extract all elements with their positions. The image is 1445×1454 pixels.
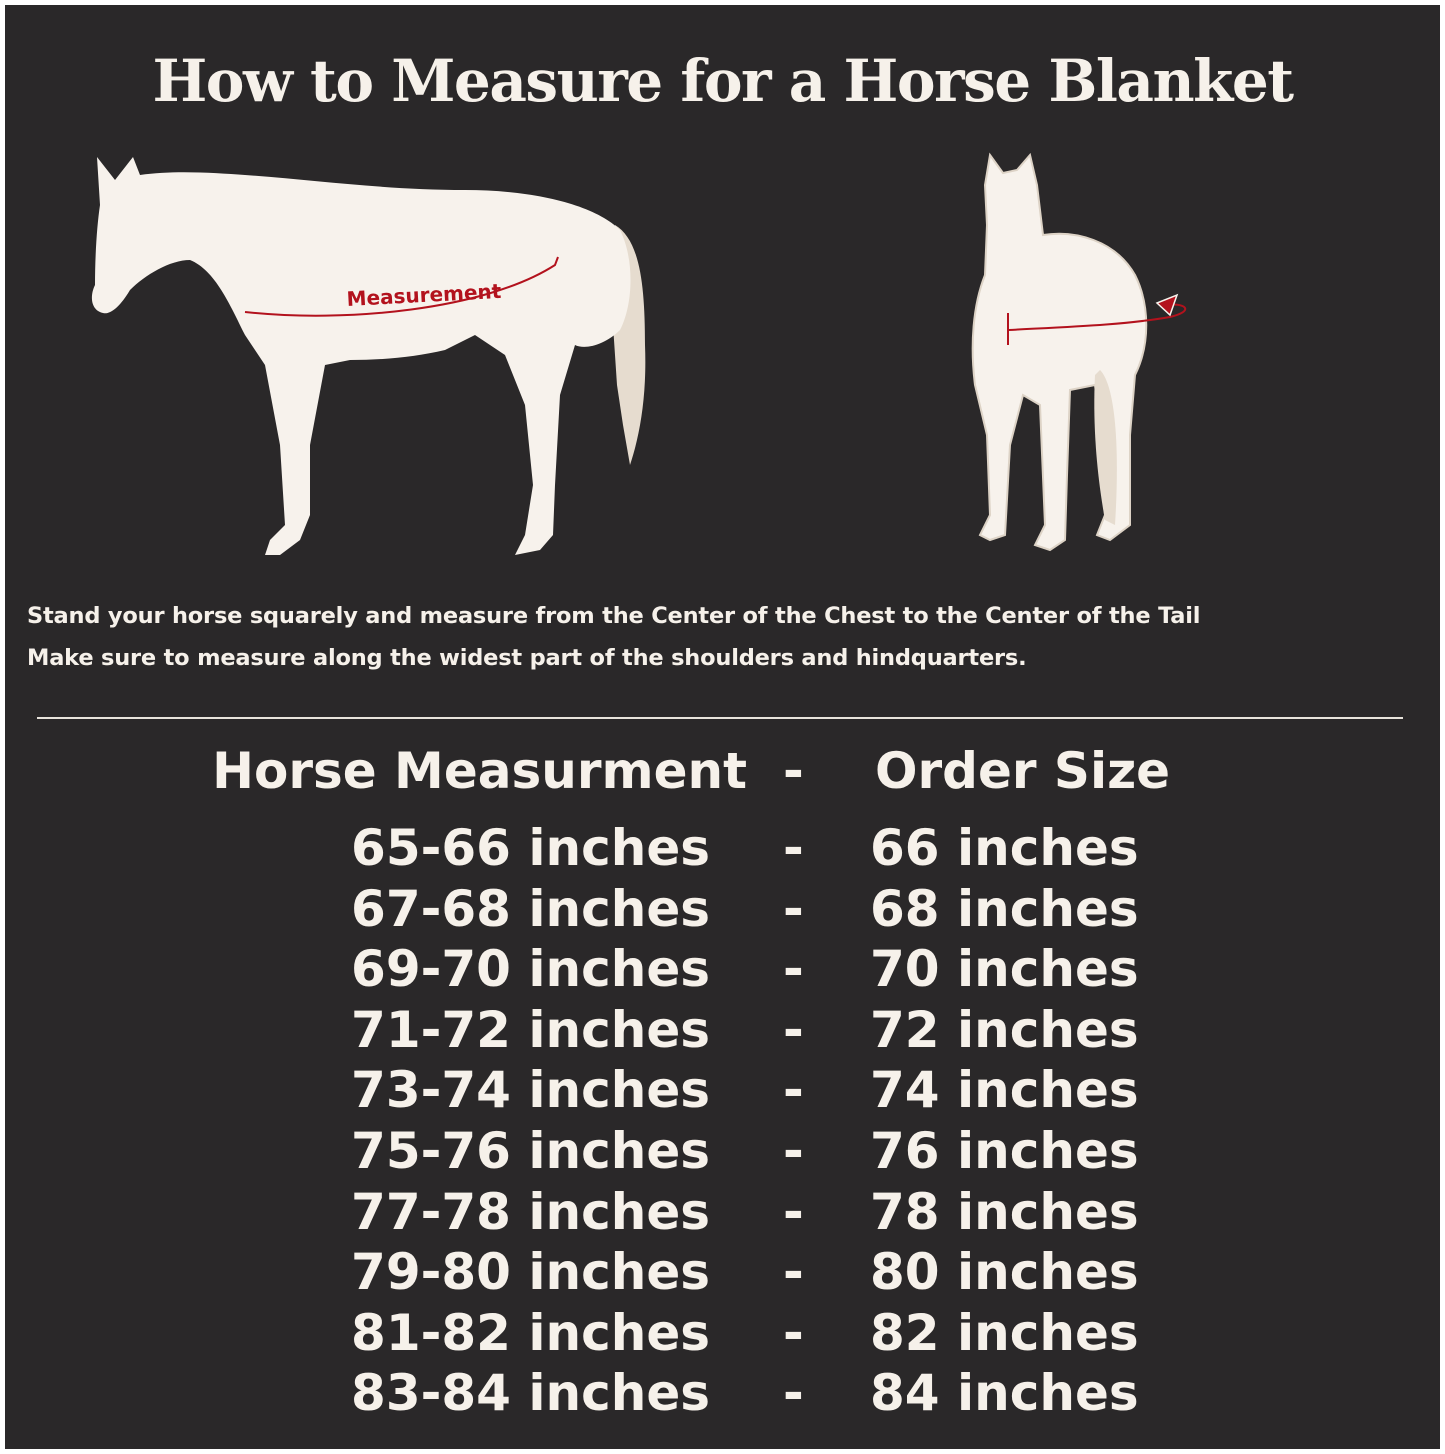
row-separator: -: [783, 1000, 804, 1059]
instruction-line-2: Make sure to measure along the widest pa…: [27, 645, 1027, 671]
row-separator: -: [783, 1243, 804, 1302]
horse-body: [91, 157, 631, 555]
order-size: 66 inches: [870, 819, 1139, 877]
row-separator: -: [783, 819, 804, 877]
row-separator: -: [783, 1303, 804, 1362]
size-table-header: Horse Measurment - Order Size: [5, 741, 1440, 801]
row-separator: -: [783, 1182, 804, 1241]
table-row: 77-78 inches - 78 inches: [5, 1182, 1440, 1242]
horse-measurement: 77-78 inches: [351, 1182, 710, 1241]
row-separator: -: [783, 940, 804, 999]
header-order-size: Order Size: [875, 742, 1171, 800]
order-size: 82 inches: [870, 1303, 1139, 1362]
table-row: 75-76 inches - 76 inches: [5, 1121, 1440, 1181]
horse-measurement: 73-74 inches: [351, 1061, 710, 1120]
side-view-horse-illustration: Measurement: [91, 157, 646, 555]
horse-measurement: 69-70 inches: [351, 940, 710, 999]
table-row: 73-74 inches - 74 inches: [5, 1060, 1440, 1120]
order-size: 84 inches: [870, 1364, 1139, 1423]
horse-body: [971, 152, 1148, 552]
table-row: 81-82 inches - 82 inches: [5, 1303, 1440, 1363]
horse-measurement: 81-82 inches: [351, 1303, 710, 1362]
header-horse-measurement: Horse Measurment: [212, 742, 747, 800]
arrow-head-icon: [1155, 293, 1179, 317]
header-separator: -: [783, 742, 804, 800]
order-size: 74 inches: [870, 1061, 1139, 1120]
table-row: 69-70 inches - 70 inches: [5, 939, 1440, 999]
order-size: 68 inches: [870, 879, 1139, 938]
horse-measurement: 79-80 inches: [351, 1243, 710, 1302]
order-size: 76 inches: [870, 1122, 1139, 1180]
table-row: 65-66 inches - 66 inches: [5, 818, 1440, 878]
order-size: 78 inches: [870, 1182, 1139, 1241]
girth-line: [1007, 303, 1186, 345]
table-row: 79-80 inches - 80 inches: [5, 1242, 1440, 1302]
horse-measurement: 71-72 inches: [351, 1000, 710, 1059]
table-row: 67-68 inches - 68 inches: [5, 879, 1440, 939]
divider: [37, 717, 1403, 719]
front-view-horse-illustration: [971, 152, 1186, 552]
horse-measurement: 67-68 inches: [351, 879, 710, 938]
row-separator: -: [783, 879, 804, 938]
page-title: How to Measure for a Horse Blanket: [152, 47, 1294, 115]
instruction-line-1: Stand your horse squarely and measure fr…: [27, 603, 1201, 629]
horse-measurement: 65-66 inches: [351, 819, 710, 877]
measurement-line: [244, 256, 559, 317]
order-size: 80 inches: [870, 1243, 1139, 1302]
row-separator: -: [783, 1122, 804, 1180]
horse-measurement: 83-84 inches: [351, 1364, 710, 1423]
horse-tail: [1094, 370, 1117, 525]
row-separator: -: [783, 1061, 804, 1120]
order-size: 70 inches: [870, 940, 1139, 999]
table-row: 83-84 inches - 84 inches: [5, 1363, 1440, 1423]
horse-measurement: 75-76 inches: [351, 1122, 710, 1180]
table-row: 71-72 inches - 72 inches: [5, 1000, 1440, 1060]
row-separator: -: [783, 1364, 804, 1423]
order-size: 72 inches: [870, 1000, 1139, 1059]
